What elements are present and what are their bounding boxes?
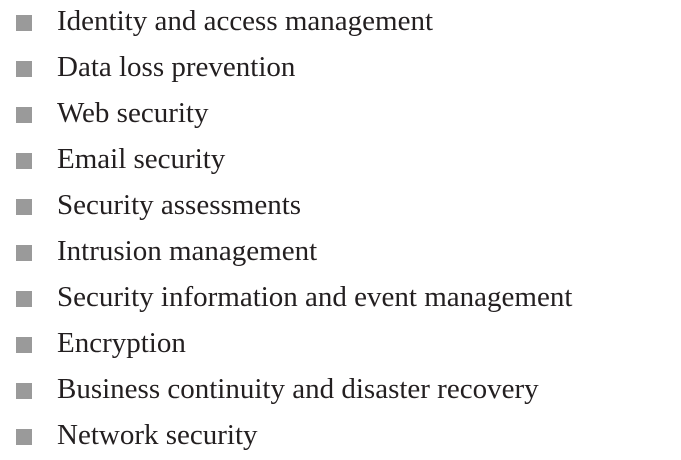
square-bullet-icon — [16, 199, 32, 215]
list-item: Network security — [0, 414, 681, 460]
list-item: Security assessments — [0, 184, 681, 230]
list-item-label: Data loss prevention — [57, 51, 296, 83]
square-bullet-icon — [16, 383, 32, 399]
square-bullet-icon — [16, 107, 32, 123]
list-item: Encryption — [0, 322, 681, 368]
list-item-label: Intrusion management — [57, 235, 318, 267]
list-item-label: Network security — [57, 419, 258, 451]
list-item-label: Email security — [57, 143, 226, 175]
list-item-label: Security information and event managemen… — [57, 281, 573, 313]
square-bullet-icon — [16, 291, 32, 307]
list-item: Identity and access management — [0, 0, 681, 46]
list-item: Security information and event managemen… — [0, 276, 681, 322]
square-bullet-icon — [16, 15, 32, 31]
list-item-label: Security assessments — [57, 189, 302, 221]
list-item-label: Identity and access management — [57, 5, 434, 37]
square-bullet-icon — [16, 153, 32, 169]
list-item-label: Business continuity and disaster recover… — [57, 373, 539, 405]
list-item: Web security — [0, 92, 681, 138]
list-item: Data loss prevention — [0, 46, 681, 92]
square-bullet-icon — [16, 245, 32, 261]
square-bullet-icon — [16, 429, 32, 445]
square-bullet-icon — [16, 337, 32, 353]
square-bullet-icon — [16, 61, 32, 77]
list-item-label: Encryption — [57, 327, 186, 359]
list-item: Business continuity and disaster recover… — [0, 368, 681, 414]
list-item: Email security — [0, 138, 681, 184]
list-item: Intrusion management — [0, 230, 681, 276]
list-item-label: Web security — [57, 97, 209, 129]
